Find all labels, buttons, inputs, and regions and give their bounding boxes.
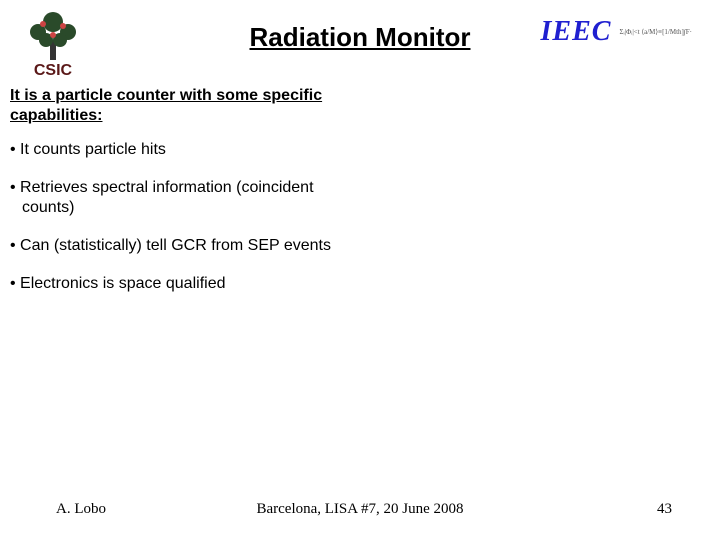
bullet-list: • It counts particle hits • Retrieves sp… — [10, 140, 350, 312]
list-item: • Electronics is space qualified — [10, 274, 350, 294]
footer-center: Barcelona, LISA #7, 20 June 2008 — [0, 501, 720, 518]
footer-page: 43 — [657, 501, 672, 518]
list-item: • Can (statistically) tell GCR from SEP … — [10, 236, 350, 256]
page-title: Radiation Monitor — [0, 22, 720, 53]
bullet-text: Electronics is space qualified — [20, 275, 225, 292]
csic-label: CSIC — [18, 62, 88, 80]
bullet-text: It counts particle hits — [20, 141, 166, 158]
slide: CSIC IEEC Σᵢ|Φᵢ|<t ⟨a/M⟩≡[1/Mth]∫F· Radi… — [0, 0, 720, 540]
bullet-text: Retrieves spectral information (coincide… — [20, 179, 313, 216]
intro-text: It is a particle counter with some speci… — [10, 86, 340, 126]
list-item: • It counts particle hits — [10, 140, 350, 160]
list-item: • Retrieves spectral information (coinci… — [10, 178, 350, 218]
bullet-text: Can (statistically) tell GCR from SEP ev… — [20, 237, 331, 254]
